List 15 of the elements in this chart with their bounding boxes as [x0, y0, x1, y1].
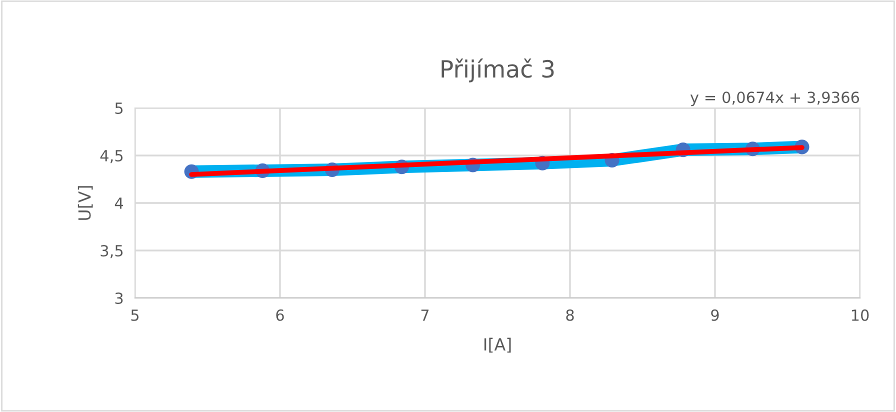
x-tick-label: 5	[131, 310, 139, 321]
x-axis-title: I[A]	[484, 338, 511, 353]
y-tick-label: 4,5	[100, 150, 123, 164]
x-tick-label: 8	[566, 309, 574, 321]
chart-title: Přijímač 3	[442, 58, 554, 82]
y-axis-title: U[V]	[78, 186, 93, 220]
x-tick-label: 7	[421, 310, 429, 321]
x-tick-label: 6	[276, 309, 284, 321]
y-tick-label: 3,5	[100, 244, 123, 258]
y-tick-label: 5	[115, 102, 123, 114]
text: y = 0,0674x + 3,9366	[690, 92, 860, 106]
y-tick-label: 3	[115, 292, 123, 304]
y-tick-label: 4	[114, 198, 124, 209]
x-tick-label: 10	[852, 309, 869, 321]
x-tick-label: 9	[711, 309, 719, 321]
